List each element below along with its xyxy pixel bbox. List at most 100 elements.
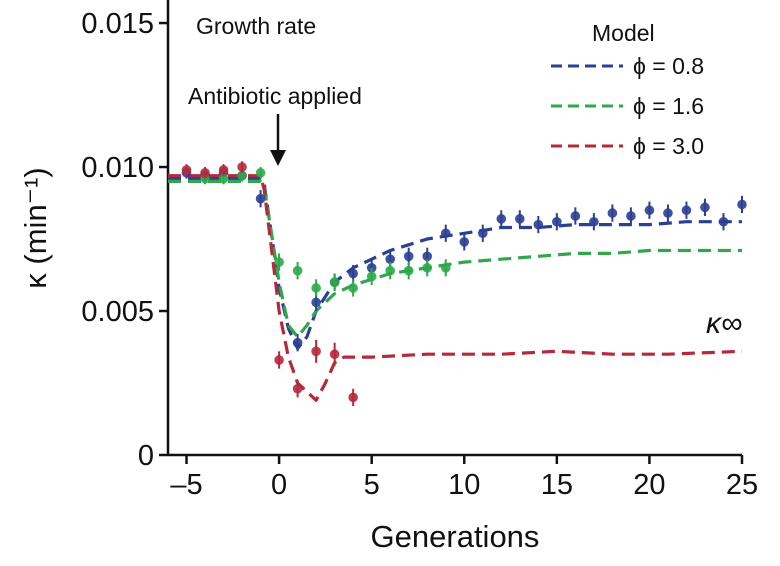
data-point-series-2 — [292, 380, 303, 398]
data-marker — [274, 355, 284, 365]
data-marker — [329, 349, 340, 360]
data-marker — [422, 251, 433, 262]
legend: Model ϕ = 0.8 ϕ = 1.6 ϕ = 3.0 — [551, 20, 704, 159]
data-point-series-0 — [533, 215, 544, 234]
data-point-series-0 — [737, 195, 747, 214]
data-marker — [700, 202, 710, 213]
data-point-series-0 — [477, 224, 488, 242]
data-point-series-1 — [422, 259, 433, 277]
data-point-series-1 — [366, 267, 377, 286]
data-marker — [607, 208, 618, 218]
data-point-series-0 — [459, 233, 470, 251]
data-marker — [200, 167, 210, 178]
data-point-series-1 — [348, 279, 358, 297]
x-axis-title: Generations — [371, 519, 540, 554]
data-points — [181, 161, 747, 407]
data-marker — [440, 228, 451, 239]
data-point-series-0 — [718, 213, 729, 231]
x-tick-label: 10 — [448, 469, 480, 501]
data-point-series-0 — [255, 190, 266, 208]
x-tick-label: 15 — [541, 469, 573, 501]
antibiotic-annotation: Antibiotic applied — [188, 83, 362, 109]
data-point-series-0 — [515, 210, 525, 228]
x-tick-label: 0 — [271, 469, 287, 501]
ticks: –5 0 5 10 15 20 25 0 0.005 0.010 0.015 — [81, 8, 758, 501]
data-point-series-1 — [403, 262, 414, 280]
data-point-series-2 — [237, 161, 247, 173]
y-tick-label: 0 — [138, 440, 154, 472]
data-marker — [237, 162, 247, 172]
axes — [166, 0, 742, 457]
data-marker — [515, 214, 525, 224]
data-marker — [311, 297, 321, 308]
data-marker — [311, 283, 321, 293]
data-point-series-2 — [218, 164, 229, 176]
data-point-series-0 — [644, 201, 655, 219]
data-point-series-2 — [329, 342, 340, 366]
x-tick-label: 5 — [364, 469, 380, 501]
data-point-series-1 — [292, 262, 303, 280]
data-point-series-1 — [255, 167, 266, 179]
data-marker — [274, 257, 284, 267]
kappa-infinity-label: κ∞ — [706, 307, 742, 340]
data-marker — [440, 263, 451, 273]
data-point-series-0 — [607, 204, 618, 222]
data-marker — [681, 205, 692, 216]
data-marker — [329, 277, 340, 288]
data-marker — [348, 392, 358, 403]
chart-title: Growth rate — [196, 13, 316, 39]
data-marker — [552, 216, 562, 227]
down-arrow-icon — [270, 114, 286, 166]
data-marker — [459, 237, 470, 247]
data-point-series-1 — [274, 253, 284, 271]
model-line-series-0 — [168, 176, 742, 350]
data-marker — [311, 346, 321, 357]
data-marker — [255, 193, 266, 204]
data-point-series-0 — [589, 213, 599, 231]
data-marker — [181, 165, 192, 175]
data-marker — [218, 173, 229, 184]
data-point-series-2 — [348, 388, 358, 407]
legend-label-phi-3-0: ϕ = 3.0 — [633, 133, 704, 159]
y-tick-label: 0.015 — [81, 8, 154, 40]
data-marker — [348, 268, 358, 279]
data-marker — [477, 228, 488, 239]
data-marker — [385, 265, 395, 276]
model-line-series-1 — [168, 179, 742, 339]
legend-label-phi-1-6: ϕ = 1.6 — [633, 93, 704, 119]
model-line-series-2 — [168, 174, 743, 402]
data-marker — [218, 165, 229, 175]
data-marker — [403, 265, 414, 276]
data-point-series-0 — [552, 213, 562, 231]
data-point-series-2 — [181, 164, 192, 176]
data-point-series-1 — [440, 259, 451, 277]
data-marker — [292, 265, 303, 276]
data-point-series-0 — [496, 210, 507, 228]
data-marker — [589, 216, 599, 227]
data-marker — [385, 254, 395, 264]
legend-title: Model — [592, 20, 655, 46]
x-tick-label: 20 — [633, 469, 665, 501]
data-point-series-1 — [385, 262, 395, 280]
data-marker — [422, 263, 433, 273]
y-tick-label: 0.010 — [81, 152, 154, 184]
data-point-series-0 — [311, 293, 321, 312]
y-axis-title: κ (min⁻¹) — [18, 167, 53, 288]
data-point-series-0 — [570, 207, 581, 225]
data-marker — [737, 199, 747, 210]
data-marker — [626, 211, 636, 221]
data-marker — [403, 251, 414, 262]
data-marker — [644, 205, 655, 216]
legend-label-phi-0-8: ϕ = 0.8 — [633, 53, 704, 79]
data-marker — [255, 167, 266, 178]
data-point-series-0 — [700, 198, 710, 216]
data-marker — [570, 211, 581, 221]
data-point-series-2 — [200, 167, 210, 179]
data-point-series-0 — [403, 247, 414, 265]
data-marker — [496, 214, 507, 224]
data-point-series-0 — [292, 334, 303, 352]
data-point-series-2 — [274, 351, 284, 369]
data-marker — [366, 271, 377, 282]
data-point-series-2 — [311, 339, 321, 363]
